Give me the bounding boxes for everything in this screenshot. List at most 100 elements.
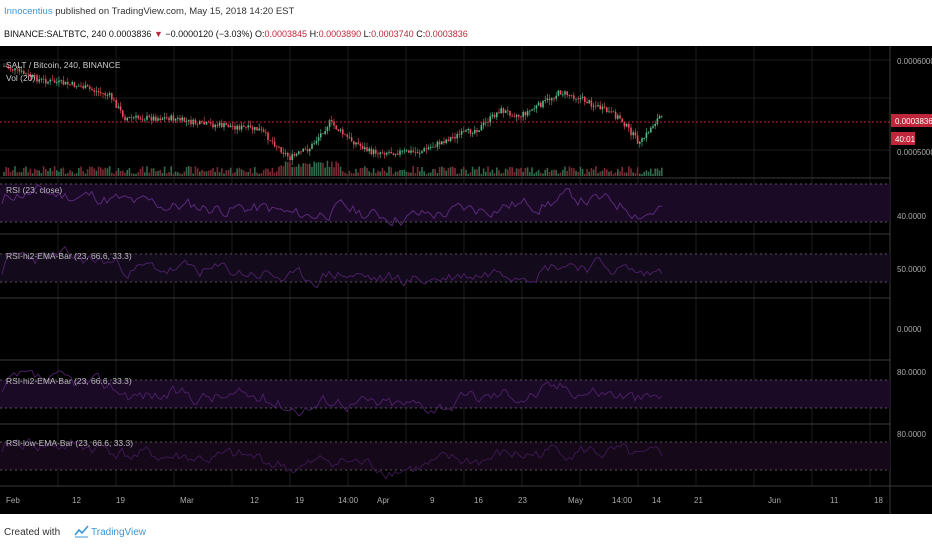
volume-bar — [353, 173, 355, 176]
candle-body — [300, 151, 302, 153]
chart-svg[interactable]: SALT / Bitcoin, 240, BINANCE Vol (20) RS… — [0, 46, 932, 514]
volume-bar — [306, 163, 309, 176]
volume-bar — [463, 166, 465, 176]
rsi-axis-label: 40.0000 — [897, 212, 926, 221]
volume-bar — [207, 170, 210, 176]
close-label: C: — [416, 29, 426, 39]
publish-line: Innocentius published on TradingView.com… — [4, 6, 294, 17]
volume-bar — [639, 173, 641, 176]
candle-body — [377, 153, 379, 155]
candle-body — [460, 131, 463, 135]
candle-body — [199, 121, 201, 125]
candle-body — [190, 119, 192, 125]
volume-bar — [295, 166, 298, 176]
rsi-hi2-band — [0, 254, 890, 282]
candle-body — [245, 126, 247, 128]
candle-body — [159, 118, 161, 120]
volume-bar — [588, 171, 590, 176]
volume-bar — [148, 172, 150, 176]
candle-body — [267, 132, 269, 141]
volume-bar — [12, 170, 14, 176]
empty-axis-label: 0.0000 — [897, 325, 922, 334]
volume-bar — [71, 171, 73, 176]
rsi-hi2-line — [1, 245, 663, 289]
volume-bar — [223, 173, 225, 176]
candle-body — [20, 70, 23, 72]
candle-body — [531, 109, 533, 111]
candle-body — [408, 150, 410, 153]
volume-bar — [542, 173, 544, 176]
volume-bar — [575, 170, 577, 176]
volume-bar — [265, 168, 267, 176]
candle-body — [265, 131, 267, 133]
candle-body — [410, 150, 412, 153]
volume-bar — [196, 168, 199, 176]
candle-body — [504, 110, 507, 113]
candle-body — [326, 127, 329, 132]
volume-bar — [210, 169, 212, 176]
volume-bar — [119, 170, 122, 176]
volume-bar — [350, 172, 353, 176]
volume-bar — [97, 166, 100, 176]
volume-bars — [3, 160, 663, 176]
candle-body — [240, 125, 243, 130]
volume-bar — [188, 166, 190, 176]
candle-body — [260, 128, 263, 130]
volume-bar — [485, 171, 487, 176]
tradingview-link[interactable]: TradingView — [91, 527, 147, 538]
time-axis-label: Jun — [768, 496, 781, 505]
candle-body — [258, 128, 260, 131]
volume-bar — [45, 168, 47, 176]
candle-body — [502, 108, 505, 113]
volume-bar — [478, 166, 480, 176]
candle-body — [86, 85, 89, 87]
candle-body — [467, 129, 469, 131]
volume-bar — [80, 166, 82, 176]
candle-body — [236, 125, 238, 130]
candle-body — [80, 85, 82, 87]
publish-text: published on TradingView.com, May 15, 20… — [52, 6, 295, 17]
volume-bar — [227, 170, 230, 176]
candle-body — [111, 93, 113, 100]
candle-body — [632, 132, 634, 136]
candle-body — [564, 91, 566, 95]
chart-canvas[interactable]: SALT / Bitcoin, 240, BINANCE Vol (20) RS… — [0, 46, 932, 514]
volume-bar — [122, 170, 124, 176]
tradingview-logo-icon[interactable] — [74, 524, 89, 538]
price-change: −0.0000120 (−3.03%) — [165, 29, 253, 39]
volume-bar — [236, 168, 238, 176]
candle-body — [155, 116, 157, 121]
volume-bar — [460, 168, 463, 176]
time-axis[interactable]: Feb 12 19 Mar 12 19 14:00 Apr 9 16 23 May 14:00 14 21 J… — [6, 496, 883, 505]
volume-bar — [597, 173, 599, 176]
candle-body — [509, 110, 511, 116]
volume-bar — [84, 173, 87, 176]
volume-bar — [397, 171, 399, 176]
candle-body — [247, 125, 249, 128]
candle-body — [276, 146, 278, 148]
volume-bar — [454, 167, 456, 176]
volume-bar — [584, 173, 586, 176]
volume-bar — [656, 168, 659, 176]
candle-body — [518, 115, 520, 117]
volume-bar — [284, 161, 287, 176]
volume-bar — [425, 173, 428, 176]
candle-body — [56, 82, 58, 84]
candle-body — [357, 142, 359, 145]
candle-body — [601, 106, 604, 110]
candle-body — [166, 117, 168, 119]
candle-body — [546, 98, 549, 100]
author-link[interactable]: Innocentius — [4, 6, 53, 17]
candle-body — [287, 152, 289, 157]
candle-body — [298, 151, 300, 154]
volume-bar — [273, 172, 276, 176]
symbol-label[interactable]: BINANCE:SALTBTC, 240 — [4, 29, 107, 39]
candle-body — [555, 95, 557, 99]
candle-body — [370, 148, 373, 155]
volume-bar — [465, 169, 467, 176]
band-lines — [0, 183, 890, 471]
candle-body — [256, 127, 258, 131]
candle-body — [51, 79, 54, 81]
candle-body — [3, 65, 5, 67]
candle-body — [126, 117, 128, 121]
